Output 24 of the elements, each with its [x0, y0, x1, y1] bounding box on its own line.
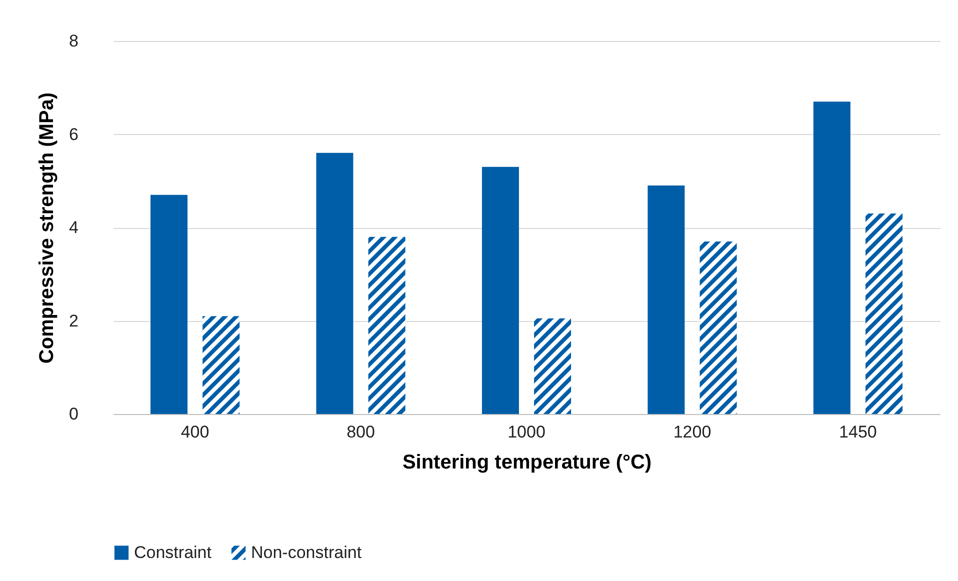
bar: [368, 236, 406, 414]
x-axis-title: Sintering temperature (°C): [402, 452, 652, 474]
x-tick-label: 1200: [673, 422, 712, 442]
bar: [534, 318, 572, 414]
legend-label: Constraint: [134, 542, 212, 562]
y-tick-label: 8: [69, 32, 78, 50]
y-tick-label: 0: [69, 404, 78, 424]
y-axis-title: Compressive strength (MPa): [36, 92, 58, 364]
x-tick-label: 400: [180, 422, 210, 442]
bar: [700, 241, 737, 414]
x-tick-label: 1000: [508, 422, 546, 442]
x-tick-label: 1450: [839, 422, 877, 442]
bar: [813, 102, 850, 414]
y-tick-label: 4: [69, 218, 78, 237]
x-tick-label: 800: [346, 422, 375, 442]
bar: [648, 186, 685, 414]
bar: [482, 166, 519, 414]
y-tick-label: 2: [69, 311, 78, 330]
bar: [316, 152, 354, 414]
legend-label: Non-constraint: [251, 542, 362, 562]
bar: [202, 316, 240, 414]
bar: [866, 214, 903, 414]
y-tick-label: 6: [69, 124, 78, 144]
bar: [150, 194, 188, 414]
